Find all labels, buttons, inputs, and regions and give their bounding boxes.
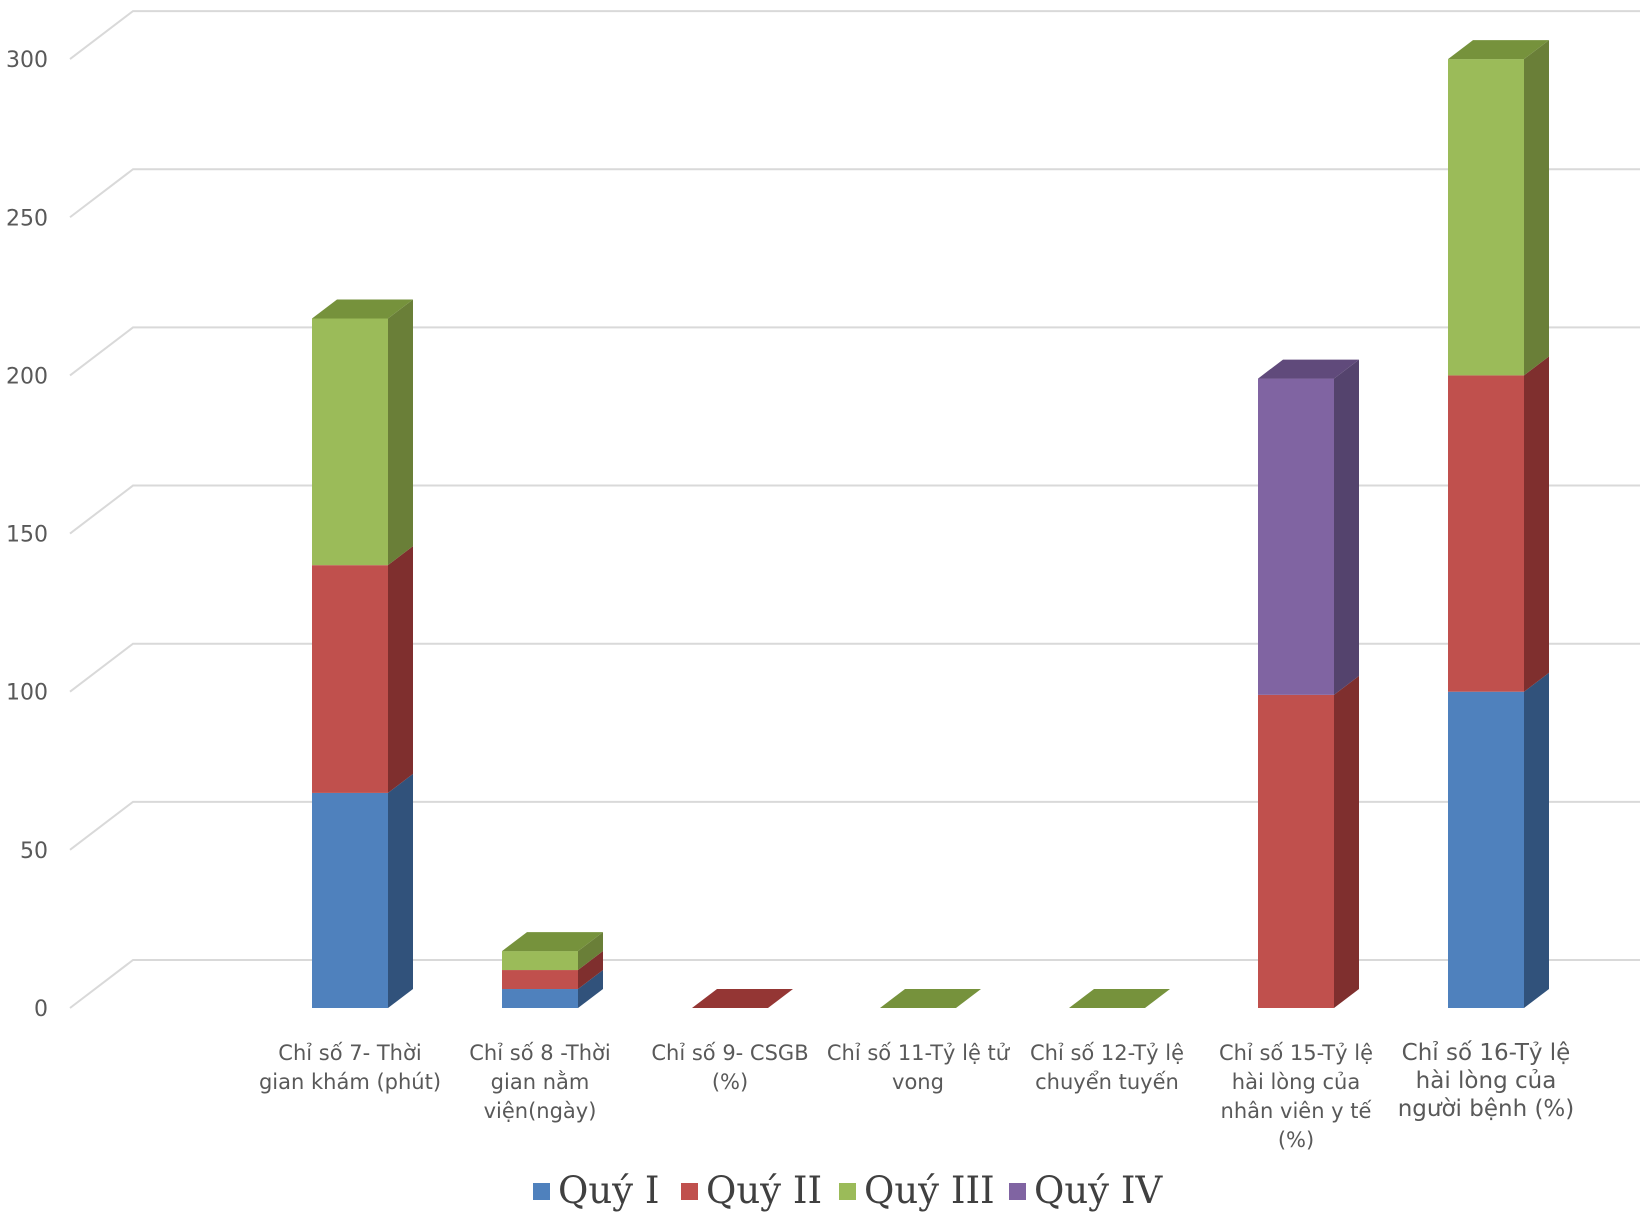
- bar-segment-front: [1258, 378, 1334, 695]
- x-axis-categories: Chỉ số 7- Thời gian khám (phút) Chỉ số 8 -…: [259, 1040, 1574, 1152]
- bar-segment-side: [1524, 40, 1549, 376]
- bar-segment-side: [388, 299, 413, 566]
- bar-segment-side: [578, 951, 603, 990]
- legend-swatch: [1009, 1183, 1026, 1200]
- gridline: [69, 800, 1640, 851]
- bar-segment-front: [312, 792, 388, 1008]
- legend-label: Quý I: [558, 1169, 659, 1212]
- bar-top: [502, 932, 603, 952]
- gridline: [69, 326, 1640, 377]
- x-category-label: Chỉ số 15-Tỷ lệ hài lòng của nhân viên y t…: [1219, 1041, 1373, 1152]
- bar-top-flat: [1069, 989, 1170, 1008]
- gridline: [69, 642, 1640, 693]
- gridlines: [69, 10, 1640, 1009]
- bar-segment-front: [502, 951, 578, 971]
- bar-segment-front: [1448, 691, 1524, 1008]
- bar-top-flat: [880, 989, 981, 1008]
- legend: Quý I Quý II Quý III Quý IV: [533, 1169, 1163, 1212]
- x-category-label: Chỉ số 12-Tỷ lệ chuyển tuyến: [1030, 1041, 1184, 1094]
- bar-segment-side: [1334, 675, 1359, 1008]
- bar-segment-front: [1448, 59, 1524, 376]
- x-category-label: Chỉ số 8 -Thời gian nằm viện(ngày): [469, 1041, 610, 1123]
- y-tick-label: 150: [6, 523, 48, 548]
- legend-label: Quý III: [864, 1169, 995, 1212]
- y-tick-label: 200: [6, 364, 48, 389]
- x-category-label: Chỉ số 11-Tỷ lệ tử vong: [827, 1041, 1011, 1094]
- gridline: [69, 484, 1640, 535]
- bar-top-flat: [692, 989, 793, 1008]
- bar-segment-front: [502, 989, 578, 1008]
- bar-segment-front: [1448, 375, 1524, 692]
- bar-segment-front: [1258, 694, 1334, 1008]
- bar-segment-side: [388, 773, 413, 1008]
- bar-segment-front: [312, 565, 388, 793]
- bar-segment-side: [578, 932, 603, 971]
- bar-segment-side: [1334, 359, 1359, 695]
- y-tick-label: 100: [6, 681, 48, 706]
- x-category-label: Chỉ số 9- CSGB (%): [651, 1041, 808, 1094]
- legend-label: Quý II: [706, 1169, 822, 1212]
- legend-swatch: [533, 1183, 550, 1200]
- bar-top: [1258, 359, 1359, 379]
- bar-segment-side: [578, 970, 603, 1008]
- bar-segment-front: [502, 970, 578, 990]
- gridline: [69, 168, 1640, 219]
- gridline: [69, 959, 1640, 1009]
- x-category-label: Chỉ số 16-Tỷ lệ hài lòng của người bệnh (%…: [1398, 1040, 1575, 1122]
- bars: [312, 40, 1549, 1008]
- bar-segment-side: [388, 546, 413, 793]
- y-tick-label: 300: [6, 48, 48, 73]
- bar-segment-side: [1524, 356, 1549, 692]
- y-tick-label: 50: [20, 839, 48, 864]
- x-category-label: Chỉ số 7- Thời gian khám (phút): [259, 1041, 441, 1094]
- y-tick-label: 0: [34, 997, 48, 1022]
- legend-swatch: [681, 1183, 698, 1200]
- bar-segment-front: [312, 318, 388, 566]
- bar-top: [312, 299, 413, 319]
- bar-top: [1448, 40, 1549, 60]
- legend-label: Quý IV: [1034, 1169, 1163, 1212]
- y-axis-ticks: 0 50 100 150 200 250 300: [6, 48, 48, 1022]
- bar-segment-side: [1524, 672, 1549, 1008]
- legend-swatch: [839, 1183, 856, 1200]
- gridline: [69, 10, 1640, 60]
- y-tick-label: 250: [6, 206, 48, 231]
